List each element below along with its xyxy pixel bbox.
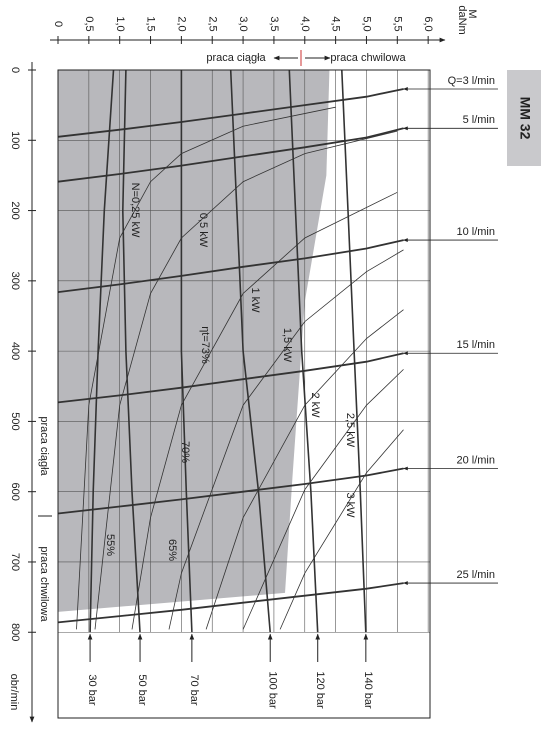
power-curve [76, 106, 336, 630]
efficiency-label: ηt=73% [199, 326, 211, 364]
x-tick-label: 4,5 [330, 16, 342, 31]
flow-label: Q=3 l/min [448, 75, 495, 87]
power-label: 1 kW [249, 287, 261, 313]
grid-layer: 0 0,5 1,0 1,5 2,0 2,5 3,0 3,5 4,0 4,5 5,0 5,5 6,0 0 10… [9, 16, 434, 641]
x-tick-label: 0,5 [83, 16, 95, 31]
y-tick-label: 800 [9, 623, 21, 641]
power-curve [168, 249, 404, 630]
continuous-region [58, 70, 330, 612]
pressure-label: 120 bar [314, 671, 326, 709]
y-tick-label: 500 [9, 412, 21, 430]
zone-top-intermittent: praca chwilowa [330, 52, 406, 64]
flow-label: 10 l/min [456, 226, 495, 238]
y-tick-label: 300 [9, 272, 21, 290]
flow-label: 15 l/min [456, 339, 495, 351]
y-tick-label: 400 [9, 342, 21, 360]
pressure-label: 50 bar [136, 674, 148, 706]
power-label: 2 kW [309, 392, 321, 418]
flow-curve [57, 582, 404, 624]
y-tick-label: 600 [9, 483, 21, 501]
y-label: obr/min [8, 674, 20, 711]
curve-layer [57, 69, 404, 633]
side-tab [507, 70, 541, 166]
y-tick-label: 700 [9, 553, 21, 571]
power-curve [279, 429, 404, 630]
flow-curve [57, 239, 404, 293]
flow-curve [57, 467, 404, 515]
power-curve [131, 191, 398, 630]
x-unit: daNm [456, 5, 468, 34]
power-label: 2,5 kW [344, 413, 356, 448]
pressure-curve [288, 69, 319, 633]
pressure-label: 140 bar [362, 671, 374, 709]
pressure-curve [121, 69, 141, 633]
x-tick-label: 4,0 [299, 16, 311, 31]
region-layer [58, 70, 330, 612]
efficiency-label: 70% [179, 441, 191, 463]
efficiency-label: 65% [166, 539, 178, 561]
pressure-curve [180, 70, 193, 633]
label-layer: 30 bar 50 bar 70 bar 100 bar 120 bar 140 bar Q… [86, 75, 498, 709]
power-label: 1,5 kW [281, 328, 293, 363]
x-tick-label: 1,5 [145, 16, 157, 31]
flow-label: 20 l/min [456, 454, 495, 466]
zone-left-continuous: praca ciągła [38, 416, 50, 476]
x-symbol: M [466, 9, 478, 18]
x-tick-label: 3,5 [268, 16, 280, 31]
x-tick-label: 2,5 [206, 16, 218, 31]
power-label: 3 kW [344, 492, 356, 518]
power-curve [242, 369, 404, 630]
x-tick-label: 0 [52, 21, 64, 27]
pressure-curve [229, 69, 271, 633]
flow-curve [57, 127, 404, 183]
pressure-curve [89, 69, 115, 633]
flow-curve [57, 88, 404, 138]
x-tick-label: 6,0 [422, 16, 434, 31]
side-label: MM 32 [517, 97, 533, 140]
y-tick-label: 200 [9, 201, 21, 219]
flow-label: 5 l/min [463, 114, 495, 126]
zone-left-intermittent: praca chwilowa [38, 546, 50, 622]
flow-label: 25 l/min [456, 569, 495, 581]
flow-curve [57, 352, 404, 404]
power-label: N=0,25 kW [129, 183, 141, 238]
pressure-label: 70 bar [188, 674, 200, 706]
pressure-label: 30 bar [86, 674, 98, 706]
pressure-curve [341, 69, 367, 633]
x-tick-label: 3,0 [237, 16, 249, 31]
y-tick-label: 0 [9, 67, 21, 73]
x-tick-label: 2,0 [175, 16, 187, 31]
power-label: 0,5 kW [197, 213, 209, 248]
y-tick-label: 100 [9, 131, 21, 149]
x-tick-label: 5,5 [391, 16, 403, 31]
efficiency-label: 55% [104, 534, 116, 556]
zone-top-continuous: praca ciągła [206, 52, 266, 64]
plot-frame [57, 69, 431, 719]
pressure-label: 100 bar [266, 671, 278, 709]
x-tick-label: 5,0 [361, 16, 373, 31]
x-tick-label: 1,0 [114, 16, 126, 31]
